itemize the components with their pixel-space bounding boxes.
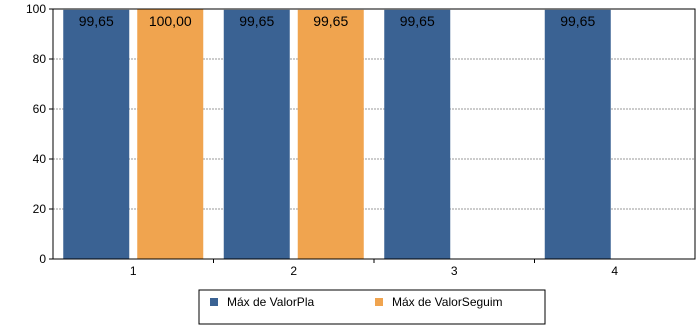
- bars: [63, 9, 611, 259]
- legend-swatch-series-1: [210, 298, 218, 306]
- data-label: 99,65: [79, 13, 114, 29]
- y-axis-ticks: 0 20 40 60 80 100: [26, 2, 53, 266]
- data-label: 99,65: [560, 13, 595, 29]
- x-tick-label: 4: [611, 264, 618, 278]
- y-tick-label: 80: [33, 52, 47, 66]
- data-label: 99,65: [239, 13, 274, 29]
- data-labels: 99,65 100,00 99,65 99,65 99,65 99,65: [79, 13, 596, 29]
- bar-series-1-cat-3: [384, 9, 451, 259]
- y-tick-label: 100: [26, 2, 46, 16]
- data-label: 100,00: [149, 13, 192, 29]
- y-tick-label: 40: [33, 152, 47, 166]
- y-tick-label: 60: [33, 102, 47, 116]
- x-tick-label: 1: [130, 264, 137, 278]
- legend-label-series-1: Máx de ValorPla: [227, 295, 314, 309]
- legend-box: [198, 289, 546, 325]
- data-label: 99,65: [400, 13, 435, 29]
- bar-series-1-cat-1: [63, 9, 130, 259]
- data-label: 99,65: [313, 13, 348, 29]
- x-tick-label: 3: [451, 264, 458, 278]
- bar-series-2-cat-2: [297, 9, 364, 259]
- x-tick-label: 2: [290, 264, 297, 278]
- legend-swatch-series-2: [375, 298, 383, 306]
- bar-series-2-cat-1: [137, 9, 204, 259]
- x-axis-ticks: 1 2 3 4: [130, 259, 618, 278]
- y-tick-label: 20: [33, 202, 47, 216]
- bar-series-1-cat-4: [544, 9, 611, 259]
- y-tick-label: 0: [39, 252, 46, 266]
- legend: Máx de ValorPla Máx de ValorSeguim: [198, 289, 546, 325]
- bar-series-1-cat-2: [223, 9, 290, 259]
- legend-label-series-2: Máx de ValorSeguim: [392, 295, 503, 309]
